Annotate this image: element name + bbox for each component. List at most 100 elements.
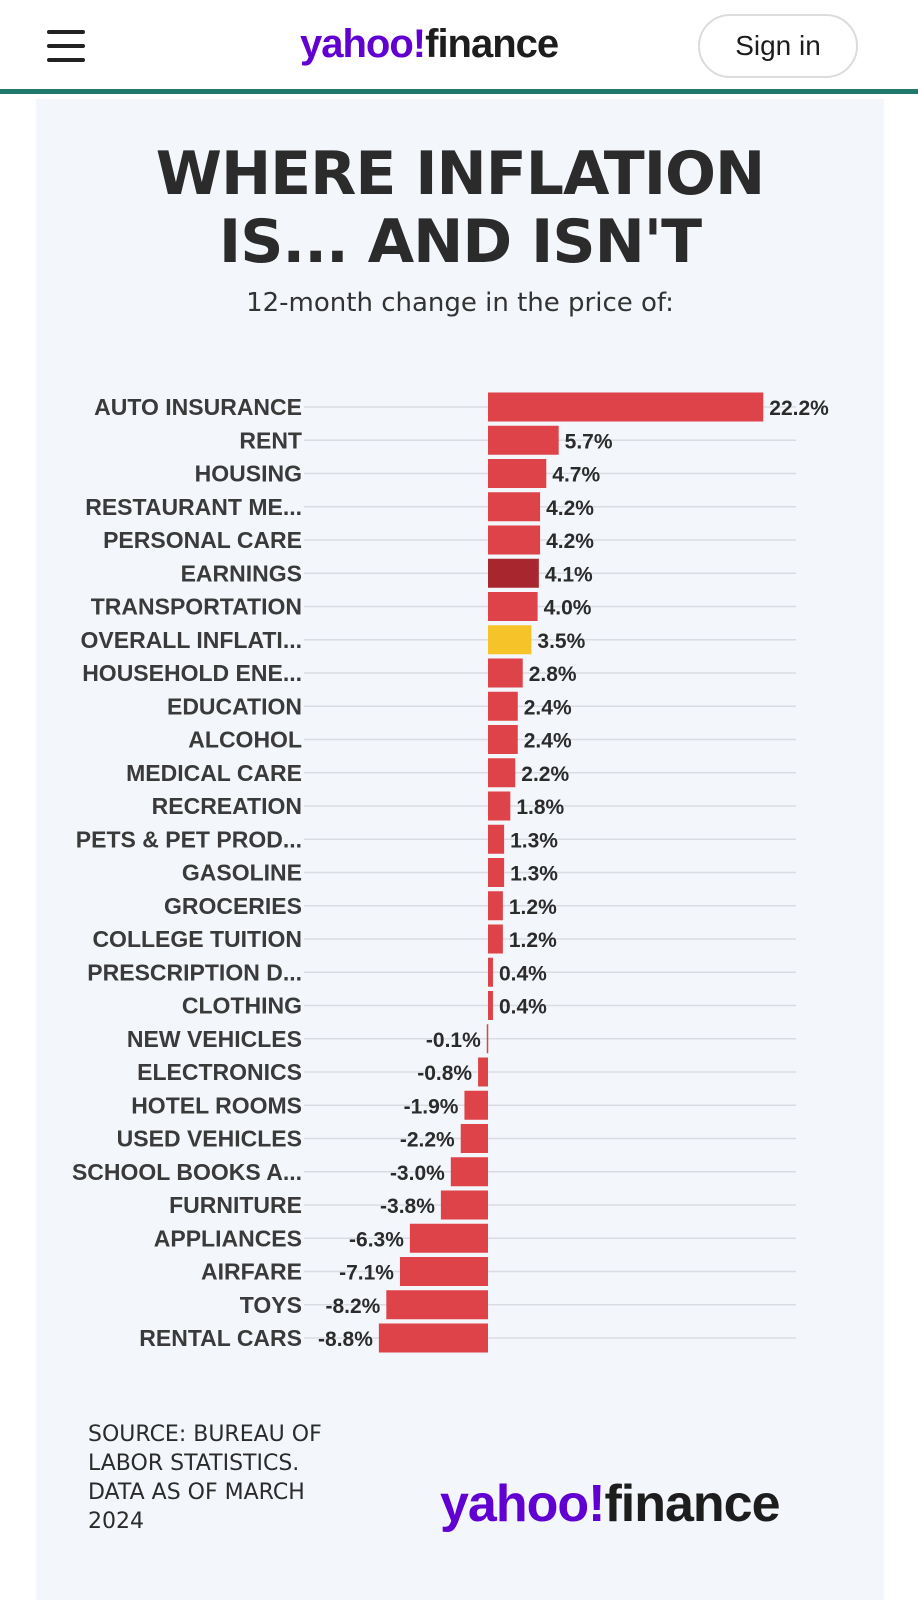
logo-finance-text: finance [425,22,559,66]
bar-pets-pet-prod [488,824,505,854]
category-label: AIRFARE [201,1259,302,1285]
category-label: RENT [239,427,302,453]
category-label: FURNITURE [169,1192,302,1218]
value-label: -8.2% [325,1295,380,1318]
category-label: GROCERIES [164,893,302,919]
bar-education [488,691,518,721]
category-label: OVERALL INFLATI... [81,627,302,653]
bar-airfare [399,1257,488,1286]
category-label: TRANSPORTATION [91,594,302,620]
value-label: 1.2% [509,929,557,952]
value-label: 3.5% [537,630,585,653]
category-label: AUTO INSURANCE [94,394,302,420]
value-label: 1.8% [516,796,564,819]
category-label: RECREATION [152,793,302,819]
value-label: 1.2% [509,896,557,919]
value-label: 1.3% [510,829,558,852]
bar-hotel-rooms [464,1090,488,1120]
value-label: -3.0% [390,1162,445,1185]
category-label: ELECTRONICS [137,1059,302,1085]
chart-title: WHERE INFLATION IS... AND ISN'T [155,139,765,277]
bar-rental-cars [378,1323,488,1353]
value-label: -0.1% [426,1029,481,1052]
category-label: SCHOOL BOOKS A... [72,1159,302,1185]
category-label: APPLIANCES [154,1225,302,1251]
menu-icon-bar [47,58,85,62]
footer-logo-finance-text: finance [604,1475,780,1533]
bar-earnings [488,558,539,588]
logo-yahoo-text: yahoo! [300,22,426,66]
menu-icon-bar [47,44,85,48]
yahoo-finance-footer-logo: yahoo!finance [440,1474,781,1534]
value-label: 2.2% [521,763,569,786]
value-label: -3.8% [380,1195,435,1218]
bar-auto-insurance [488,392,764,422]
value-label: 5.7% [565,430,613,453]
category-label: CLOTHING [182,993,302,1019]
category-label: HOUSEHOLD ENE... [82,660,302,686]
value-label: 0.4% [499,996,547,1019]
category-label: PERSONAL CARE [103,527,302,553]
bar-overall-inflati [488,625,532,655]
category-label: GASOLINE [182,860,302,886]
sign-in-button[interactable]: Sign in [698,14,858,78]
value-label: 4.2% [546,530,594,553]
menu-icon-bar [47,30,85,34]
category-label: RESTAURANT ME... [85,494,302,520]
value-label: -6.3% [349,1228,404,1251]
bar-furniture [440,1190,488,1220]
value-label: -2.2% [400,1129,455,1152]
value-label: 4.7% [552,464,600,487]
bar-used-vehicles [460,1124,488,1153]
bar-groceries [488,891,503,921]
chart-subtitle: 12-month change in the price of: [246,288,674,318]
bar-rent [488,425,559,455]
value-label: 2.4% [524,696,572,719]
bar-school-books-a [450,1157,488,1187]
value-label: 4.0% [544,597,592,620]
menu-icon[interactable] [47,30,85,62]
category-label: ALCOHOL [188,727,302,753]
value-label: -0.8% [417,1062,472,1085]
bar-personal-care [488,525,541,555]
bar-restaurant-me [488,492,541,522]
bar-electronics [478,1057,488,1087]
site-header: yahoo!finance Sign in [0,0,918,94]
chart-svg: AUTO INSURANCE 22.2% RENT 5.7% HOUSING 4.7% RE… [72,392,829,1353]
yahoo-finance-logo[interactable]: yahoo!finance [300,22,559,67]
footer-logo-yahoo-text: yahoo! [440,1475,605,1533]
bar-prescription-d [488,957,493,987]
bar-college-tuition [488,924,503,954]
category-label: HOUSING [195,461,302,487]
category-label: COLLEGE TUITION [92,926,302,952]
category-label: HOTEL ROOMS [131,1092,302,1118]
bar-appliances [409,1223,488,1253]
bar-recreation [488,791,511,821]
value-label: 4.2% [546,497,594,520]
value-label: -8.8% [318,1328,373,1351]
value-label: 22.2% [769,397,829,420]
bar-medical-care [488,758,516,788]
value-label: -1.9% [404,1095,459,1118]
category-label: RENTAL CARS [139,1325,302,1351]
category-label: PETS & PET PROD... [76,826,302,852]
bar-household-ene [488,658,523,688]
category-label: EARNINGS [181,560,302,586]
bar-gasoline [488,858,505,887]
category-label: NEW VEHICLES [127,1026,302,1052]
value-label: 1.3% [510,863,558,886]
bar-toys [386,1290,488,1320]
bar-alcohol [488,725,518,754]
category-label: TOYS [240,1292,302,1318]
value-label: 2.4% [524,730,572,753]
category-label: EDUCATION [167,693,302,719]
value-label: -7.1% [339,1262,394,1285]
value-label: 0.4% [499,962,547,985]
bar-transportation [488,592,538,621]
source-note: SOURCE: BUREAU OF LABOR STATISTICS. DATA… [88,1422,322,1534]
bar-clothing [488,991,493,1020]
value-label: 4.1% [545,563,593,586]
inflation-bar-chart: AUTO INSURANCE 22.2% RENT 5.7% HOUSING 4.7% RE… [0,380,918,1380]
bar-new-vehicles [486,1024,489,1054]
category-label: MEDICAL CARE [126,760,302,786]
